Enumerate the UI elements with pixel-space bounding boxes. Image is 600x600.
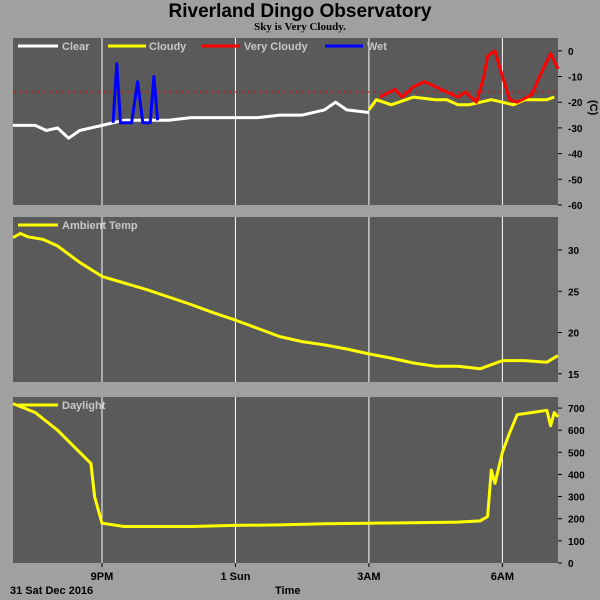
sky-y-tick-label: -50 [568,175,583,186]
x-tick-label: 3AM [357,571,380,583]
daylight-series-group [12,402,560,528]
x-tick-label: 9PM [91,571,114,583]
ambient-panel [13,217,558,382]
sky-series-wet [111,62,160,125]
legend-daylight: Daylight [62,400,106,412]
sky-y-unit: (C) [587,100,599,116]
daylight-y-tick-label: 600 [568,426,585,437]
sky-y-tick-label: -40 [568,150,583,161]
x-axis-title: Time [275,585,300,597]
daylight-y-tick-label: 300 [568,493,585,504]
legend-ambient: Ambient Temp [62,220,138,232]
ambient-series-group [12,232,559,371]
sky-panel [13,38,558,205]
sky-y-tick-label: -10 [568,73,583,84]
x-tick-label: 1 Sun [220,571,250,583]
daylight-y-tick-label: 100 [568,537,585,548]
daylight-y-tick-label: 0 [568,559,574,570]
ambient-y-tick-label: 20 [568,329,580,340]
x-tick-label: 6AM [491,571,514,583]
legend-clear: Clear [62,41,90,53]
daylight-grid [101,397,503,563]
ambient-series-ambient-temp [12,232,559,371]
sky-grid [101,38,503,205]
legend-cloudy: Cloudy [149,41,187,53]
sky-series-group [13,49,560,140]
daylight-y-tick-label: 700 [568,404,585,415]
daylight-y-ticks: 0 100 200 300 400 500 600 700 [558,404,585,570]
ambient-y-ticks: 15 20 25 30 [558,246,580,381]
daylight-panel [13,397,558,563]
sky-y-tick-label: -30 [568,124,583,135]
daylight-legend: Daylight [18,400,106,412]
sky-series-very-cloudy [379,49,560,104]
ambient-y-tick-label: 25 [568,287,580,298]
daylight-series-daylight [12,402,560,528]
date-label: 31 Sat Dec 2016 [10,585,93,597]
sky-y-tick-label: 0 [568,47,574,58]
sky-series-clear [13,100,370,140]
x-axis-ticks: 9PM 1 Sun 3AM 6AM [91,563,514,583]
chart-title: Riverland Dingo Observatory [168,1,432,22]
sky-legend: Clear Cloudy Very Cloudy Wet [18,41,387,53]
sky-y-ticks: 0 -10 -20 -30 -40 -50 -60 [558,47,583,212]
ambient-y-tick-label: 30 [568,246,580,257]
sky-y-tick-label: -60 [568,201,583,212]
ambient-y-tick-label: 15 [568,370,580,381]
daylight-y-tick-label: 400 [568,470,585,481]
chart-subtitle: Sky is Very Cloudy. [254,21,346,33]
legend-wet: Wet [367,41,387,53]
ambient-legend: Ambient Temp [18,220,138,232]
daylight-y-tick-label: 200 [568,515,585,526]
legend-very-cloudy: Very Cloudy [244,41,308,53]
daylight-y-tick-label: 500 [568,448,585,459]
sky-y-tick-label: -20 [568,98,583,109]
